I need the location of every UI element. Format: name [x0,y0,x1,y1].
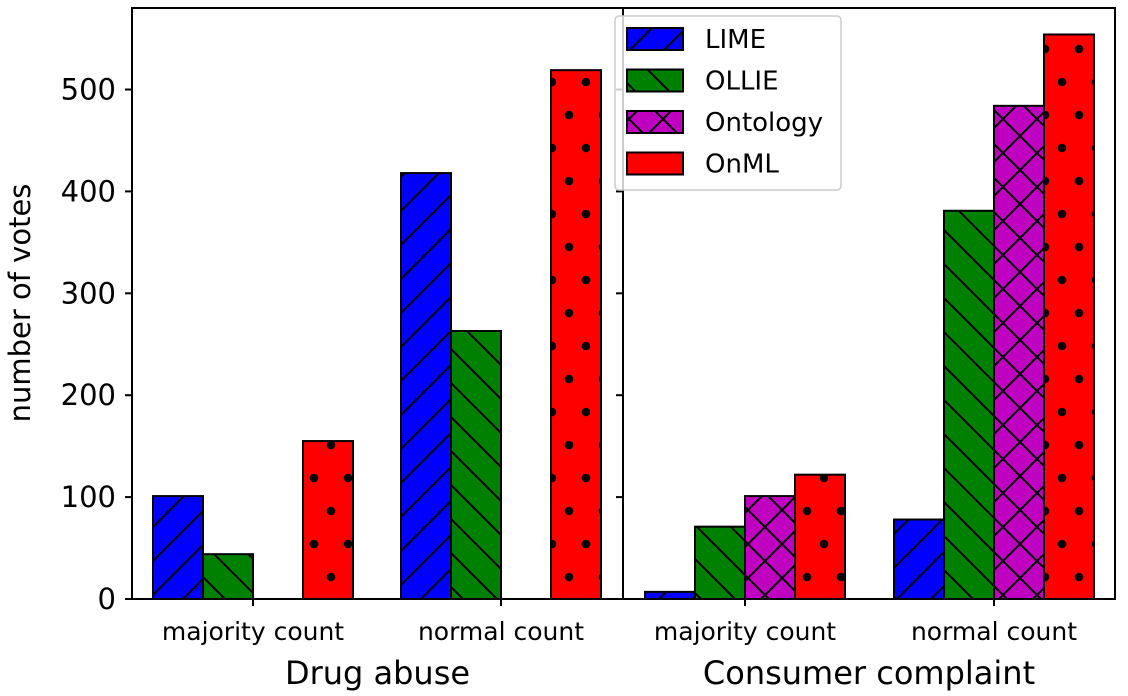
legend-label-ollie: OLLIE [705,67,779,97]
y-axis-label: number of votes [3,184,37,423]
legend-swatch-hatch-lime [626,27,684,51]
bar-consumer-complaint-majority-count-ollie-hatch [694,525,746,600]
axes-frame [131,7,624,600]
y-tick-label: 200 [61,378,116,412]
legend-swatch-hatch-ollie [626,68,684,93]
y-tick-label: 400 [61,174,116,208]
bar-consumer-complaint-normal-count-ollie-hatch [943,209,995,600]
bar-consumer-complaint-normal-count-onml-hatch [1043,33,1095,600]
bar-consumer-complaint-majority-count-lime-hatch [644,590,696,601]
x-tick-label: majority count [654,617,836,646]
bar-drug-abuse-normal-count-onml-hatch [550,69,602,600]
y-tick-label: 0 [98,582,116,616]
y-tick-label: 500 [61,73,116,107]
x-tick-label: normal count [418,617,584,646]
legend-label-onml: OnML [705,150,779,180]
legend: LIME OLLIE Ontology OnML [614,15,842,191]
bar-drug-abuse-normal-count-ollie-hatch [450,330,502,600]
bars-layer [152,33,1095,601]
bar-consumer-complaint-majority-count-onml-hatch [794,473,846,601]
y-tick-label: 300 [61,276,116,310]
legend-swatch-hatch-ontology [626,110,684,134]
axes-frame [622,7,1116,600]
legend-label-ontology: Ontology [705,108,823,138]
legend-frame [614,15,842,191]
panel-title-consumer-complaint: Consumer complaint [703,654,1035,692]
panel-title-drug-abuse: Drug abuse [285,654,470,692]
axes-layer: majority count normal count majority count… [61,7,1116,646]
bar-drug-abuse-majority-count-ollie-hatch [202,553,254,601]
legend-swatch-hatch-onml [626,151,684,176]
bar-drug-abuse-normal-count-lime-hatch [400,172,452,600]
bar-consumer-complaint-normal-count-lime-hatch [893,518,945,600]
legend-label-lime: LIME [705,25,766,55]
y-tick-label: 100 [61,480,116,514]
bar-consumer-complaint-majority-count-ontology-hatch [744,495,796,600]
bar-drug-abuse-majority-count-lime-hatch [152,495,204,600]
x-tick-label: majority count [162,617,344,646]
bar-consumer-complaint-normal-count-ontology-hatch [993,104,1045,601]
x-tick-label: normal count [911,617,1077,646]
bar-drug-abuse-majority-count-onml-hatch [302,440,354,600]
